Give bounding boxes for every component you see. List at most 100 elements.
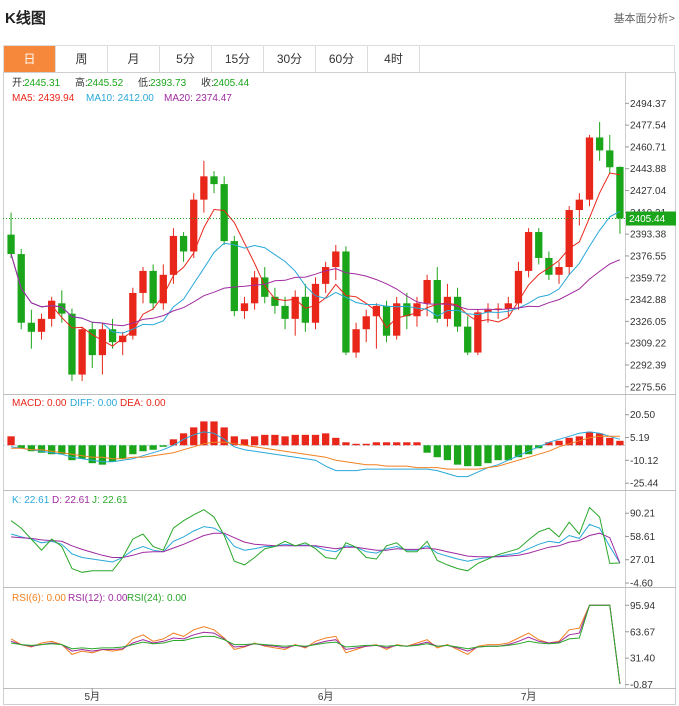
candle-body (37, 318, 46, 332)
rsi24-legend: RSI(24): 0.00 (127, 593, 187, 604)
candle-body (139, 270, 147, 293)
macd-bar (342, 442, 350, 446)
chart-frame (3, 72, 676, 705)
candle-body (484, 309, 492, 313)
macd-bar (190, 427, 198, 446)
candle-body (281, 305, 289, 319)
price-tick-label: 2359.72 (630, 273, 667, 284)
macd-bar (129, 445, 137, 455)
macd-bar (393, 442, 401, 446)
rsi6-legend: RSI(6): 0.00 (12, 593, 66, 604)
ohlc-value: 2445.52 (87, 78, 124, 89)
candle-body (210, 176, 218, 185)
candle-body (200, 176, 208, 200)
macd-bar (464, 445, 472, 467)
candle-body (352, 329, 360, 353)
macd-bar (453, 445, 462, 465)
x-tick-label: 7月 (521, 691, 537, 703)
candle-body (464, 326, 472, 353)
candle-body (129, 292, 137, 336)
rsi12-line (10, 604, 621, 684)
price-tick-label: 2460.71 (630, 142, 667, 153)
candle-body (413, 303, 421, 317)
macd-tick-label: 20.50 (630, 410, 655, 421)
candle-body (606, 150, 614, 168)
tab-1[interactable]: 周 (56, 46, 108, 72)
macd-bar (585, 431, 594, 446)
macd-bar (484, 445, 492, 464)
candle-body (230, 241, 238, 312)
price-tick-label: 2393.38 (630, 230, 667, 241)
candle-body (585, 137, 594, 200)
macd-bar (595, 433, 604, 446)
macd-bar (68, 445, 76, 461)
d-line (11, 532, 621, 564)
candle-body (27, 322, 36, 332)
macd-bar (220, 427, 228, 446)
ohlc-label: 低: (138, 76, 151, 89)
macd-bar (200, 421, 208, 446)
tab-3[interactable]: 5分 (160, 46, 212, 72)
macd-tick-label: -10.12 (630, 456, 659, 467)
candle-body (565, 210, 573, 268)
macd-bar (291, 434, 299, 446)
macd-bar (372, 442, 381, 446)
tab-7[interactable]: 4时 (368, 46, 420, 72)
candle-body (616, 166, 624, 219)
ohlc-label: 高: (75, 76, 88, 89)
ohlc-label: 收: (201, 76, 214, 89)
kdj-tick-label: 58.61 (630, 532, 655, 543)
candle-body (494, 308, 502, 310)
candle-body (78, 329, 86, 375)
candle-body (291, 296, 299, 319)
tab-0[interactable]: 日 (4, 46, 56, 72)
ma20-line (10, 253, 621, 327)
candle-body (301, 296, 310, 323)
kdj-tick-label: 90.21 (630, 509, 655, 520)
candle-body (68, 313, 76, 375)
last-price-tag (626, 211, 676, 226)
dea-legend: DEA: 0.00 (120, 398, 166, 409)
k-legend: K: 22.61 (12, 495, 50, 506)
ohlc-value: 2393.73 (150, 78, 187, 89)
candle-body (453, 296, 462, 327)
macd-bar (555, 440, 563, 446)
macd-bar (301, 434, 310, 446)
macd-bar (545, 442, 553, 446)
d-legend: D: 22.61 (52, 495, 90, 506)
candle-body (332, 251, 340, 268)
macd-bar (159, 445, 167, 447)
macd-bar (281, 436, 289, 446)
candle-body (382, 305, 391, 336)
macd-bar (423, 445, 431, 453)
price-tick-label: 2275.56 (630, 382, 667, 393)
rsi6-line (10, 604, 621, 684)
price-tick-label: 2477.54 (630, 121, 667, 132)
fundamental-analysis-link[interactable]: 基本面分析> (613, 13, 675, 25)
macd-bar (565, 437, 573, 446)
candle-body (159, 274, 167, 304)
candle-body (88, 329, 96, 356)
macd-bar (332, 437, 340, 446)
kdj-tick-label: -4.60 (630, 579, 653, 590)
x-tick-label: 6月 (318, 691, 334, 703)
tab-4[interactable]: 15分 (212, 46, 264, 72)
tab-5[interactable]: 30分 (264, 46, 316, 72)
ohlc-value: 2445.31 (24, 78, 61, 89)
tab-2[interactable]: 月 (108, 46, 160, 72)
macd-bar (78, 445, 86, 459)
last-price-label: 2405.44 (629, 214, 666, 225)
price-tick-label: 2494.37 (630, 99, 667, 110)
ohlc-value: 2405.44 (213, 78, 250, 89)
rsi12-legend: RSI(12): 0.00 (68, 593, 128, 604)
candle-body (98, 329, 107, 356)
macd-bar (98, 445, 107, 465)
macd-bar (261, 434, 269, 446)
candle-body (261, 277, 269, 297)
candle-body (575, 199, 583, 211)
candle-body (58, 303, 66, 314)
tab-6[interactable]: 60分 (316, 46, 368, 72)
candle-body (149, 270, 157, 304)
candle-body (555, 267, 563, 275)
j-legend: J: 22.61 (92, 495, 128, 506)
